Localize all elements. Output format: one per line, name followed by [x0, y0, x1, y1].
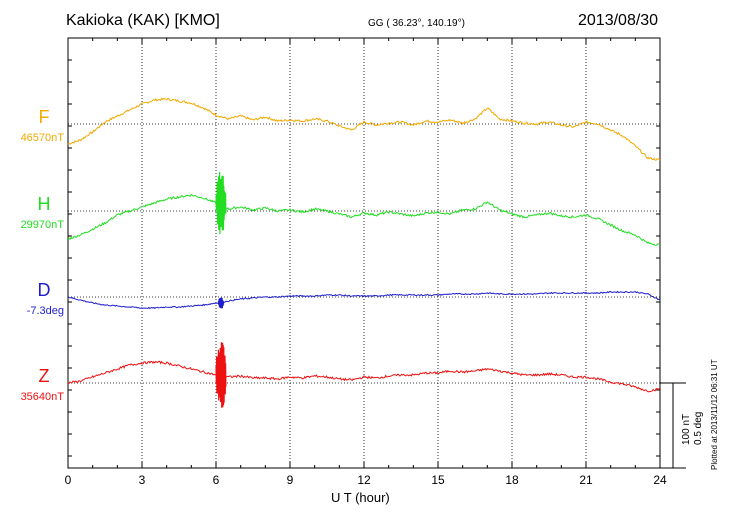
- x-tick-label: 15: [431, 473, 445, 487]
- x-axis-label: U T (hour): [331, 490, 390, 505]
- channel-label-d: D: [38, 280, 51, 300]
- plotted-timestamp: Plotted at 2013/11/12 06:31 UT: [710, 359, 719, 470]
- x-tick-label: 12: [357, 473, 371, 487]
- trace-f: [67, 97, 661, 161]
- channel-label-h: H: [38, 194, 51, 214]
- scale-label-deg: 0.5 deg: [693, 411, 704, 445]
- x-tick-label: 9: [287, 473, 294, 487]
- trace-h: [67, 193, 661, 246]
- event-burst-z: [215, 342, 227, 408]
- event-burst-h: [215, 171, 227, 235]
- plot-frame: [67, 37, 661, 469]
- channel-baseline-d: -7.3deg: [27, 305, 64, 317]
- chart-date: 2013/08/30: [578, 12, 659, 29]
- x-tick-label: 21: [579, 473, 593, 487]
- channel-baseline-z: 35640nT: [21, 391, 65, 403]
- x-tick-label: 24: [653, 473, 667, 487]
- chart-title: Kakioka (KAK) [KMO]: [66, 12, 220, 29]
- channel-label-f: F: [39, 107, 50, 127]
- trace-z: [67, 360, 661, 393]
- x-tick-label: 3: [139, 473, 146, 487]
- station-coordinates: GG ( 36.23°, 140.19°): [368, 18, 465, 29]
- scale-label-nt: 100 nT: [681, 413, 692, 445]
- channel-label-z: Z: [39, 366, 50, 386]
- channel-baseline-f: 46570nT: [21, 132, 65, 144]
- x-tick-label: 0: [65, 473, 72, 487]
- x-tick-label: 18: [505, 473, 519, 487]
- event-burst-d: [217, 297, 225, 309]
- channel-baseline-h: 29970nT: [21, 219, 65, 231]
- trace-d: [67, 290, 661, 310]
- x-tick-label: 6: [213, 473, 220, 487]
